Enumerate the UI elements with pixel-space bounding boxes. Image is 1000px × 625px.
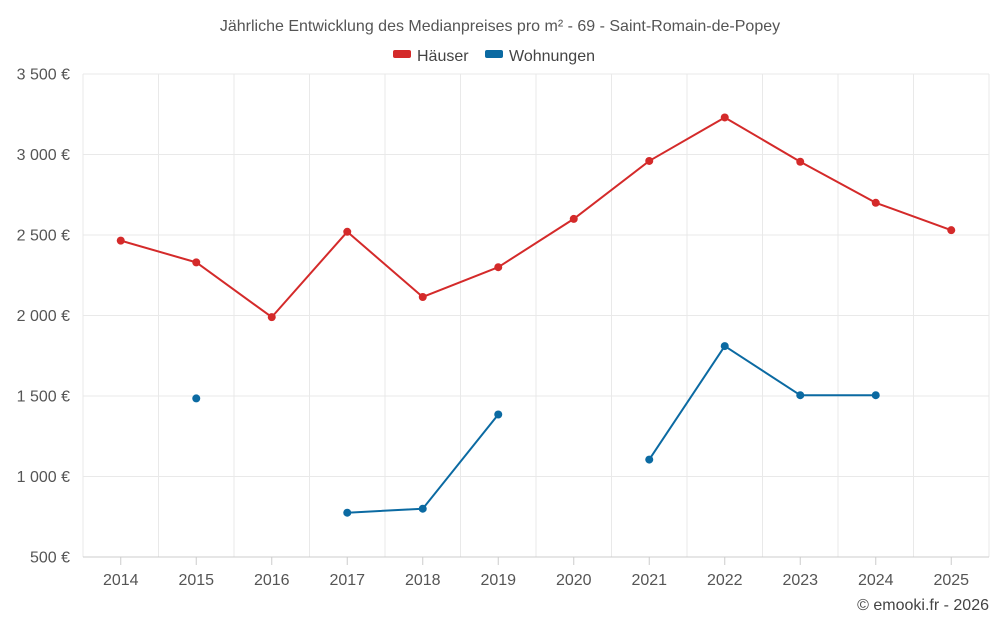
- x-tick-label: 2021: [631, 572, 667, 589]
- legend-label-hauser[interactable]: Häuser: [417, 48, 469, 65]
- series-hauser: [116, 113, 956, 322]
- y-tick-label: 2 000 €: [17, 308, 70, 325]
- data-point-wohnungen[interactable]: [494, 410, 503, 419]
- credit-text: © emooki.fr - 2026: [857, 597, 989, 614]
- x-tick-label: 2024: [858, 572, 894, 589]
- chart-title: Jährliche Entwicklung des Medianpreises …: [220, 18, 780, 35]
- y-tick-label: 1 000 €: [17, 469, 70, 486]
- data-point-wohnungen[interactable]: [871, 391, 880, 400]
- y-tick-label: 500 €: [30, 550, 70, 567]
- data-point-hauser[interactable]: [947, 226, 956, 235]
- legend: Häuser Wohnungen: [393, 48, 595, 65]
- data-point-hauser[interactable]: [418, 292, 427, 301]
- x-tick-label: 2018: [405, 572, 441, 589]
- data-point-hauser[interactable]: [720, 113, 729, 122]
- data-point-hauser[interactable]: [645, 156, 654, 165]
- x-tick-label: 2020: [556, 572, 592, 589]
- y-tick-label: 3 500 €: [17, 67, 70, 84]
- data-point-wohnungen[interactable]: [796, 391, 805, 400]
- legend-swatch-hauser: [393, 50, 411, 58]
- data-point-hauser[interactable]: [871, 198, 880, 207]
- x-tick-label: 2019: [480, 572, 516, 589]
- grid: [82, 73, 990, 558]
- data-point-hauser[interactable]: [343, 227, 352, 236]
- series-line-wohnungen: [648, 345, 877, 461]
- data-point-hauser[interactable]: [267, 313, 276, 322]
- data-point-wohnungen[interactable]: [192, 394, 201, 403]
- series-line-wohnungen: [346, 413, 500, 514]
- x-tick-label: 2023: [782, 572, 818, 589]
- x-tick-label: 2016: [254, 572, 290, 589]
- data-point-wohnungen[interactable]: [343, 508, 352, 517]
- series-line-hauser: [119, 116, 953, 319]
- data-point-hauser[interactable]: [494, 263, 503, 272]
- x-tick-label: 2022: [707, 572, 743, 589]
- data-point-hauser[interactable]: [796, 157, 805, 166]
- y-tick-label: 3 000 €: [17, 147, 70, 164]
- series-wohnungen: [192, 342, 880, 517]
- x-tick-label: 2015: [178, 572, 214, 589]
- data-point-hauser[interactable]: [569, 214, 578, 223]
- y-tick-label: 2 500 €: [17, 228, 70, 245]
- x-tick-label: 2025: [933, 572, 969, 589]
- data-point-hauser[interactable]: [116, 236, 125, 245]
- legend-swatch-wohnungen: [485, 50, 503, 58]
- x-tick-label: 2017: [329, 572, 365, 589]
- x-axis: 2014 2015 2016 2017 2018 2019 2020 2021 2022 2023…: [83, 556, 989, 589]
- data-point-wohnungen[interactable]: [720, 342, 729, 351]
- x-tick-label: 2014: [103, 572, 139, 589]
- data-point-hauser[interactable]: [192, 258, 201, 267]
- data-point-wohnungen[interactable]: [418, 504, 427, 513]
- series: [116, 113, 956, 517]
- y-axis: 500 € 1 000 € 1 500 € 2 000 € 2 500 € 3 000 €…: [17, 67, 70, 567]
- legend-label-wohnungen[interactable]: Wohnungen: [509, 48, 595, 65]
- y-tick-label: 1 500 €: [17, 389, 70, 406]
- data-point-wohnungen[interactable]: [645, 455, 654, 464]
